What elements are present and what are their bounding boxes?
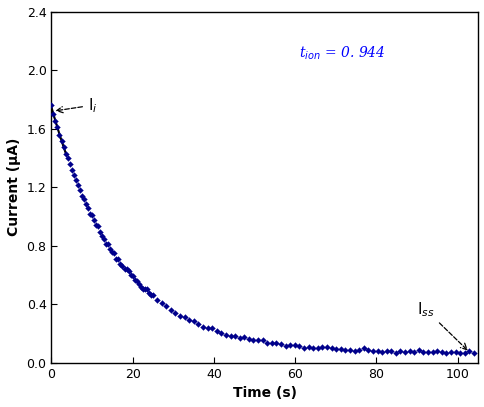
Text: I$_{i}$: I$_{i}$ <box>57 96 97 114</box>
Text: t$_{ion}$ = 0. 944: t$_{ion}$ = 0. 944 <box>298 44 384 62</box>
X-axis label: Time (s): Time (s) <box>232 386 296 400</box>
Y-axis label: Current (μA): Current (μA) <box>7 138 21 236</box>
Text: I$_{ss}$: I$_{ss}$ <box>416 300 466 350</box>
